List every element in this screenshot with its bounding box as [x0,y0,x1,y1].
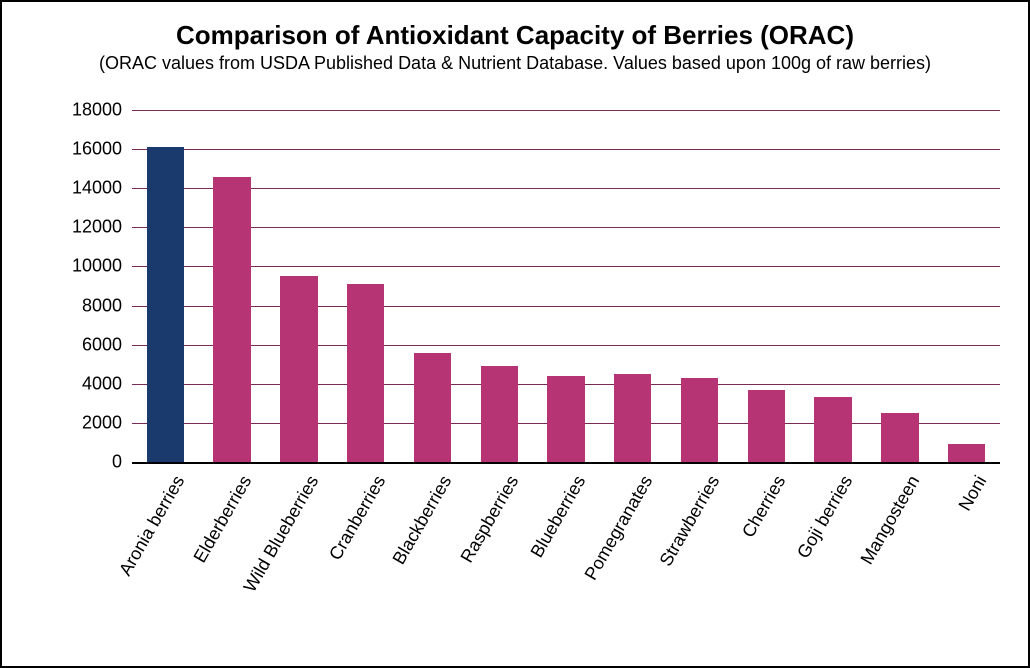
bar [280,276,317,462]
y-tick-label: 12000 [2,217,122,238]
y-tick-label: 14000 [2,178,122,199]
x-axis-baseline [132,462,1000,464]
y-tick-label: 4000 [2,373,122,394]
bar [948,444,985,462]
bar [614,374,651,462]
plot-area [132,110,1000,462]
bar [147,147,184,462]
y-tick-label: 18000 [2,100,122,121]
bar [748,390,785,462]
bar [547,376,584,462]
bar [881,413,918,462]
bar [347,284,384,462]
chart-frame: Comparison of Antioxidant Capacity of Be… [0,0,1030,668]
bar [414,353,451,463]
chart-title: Comparison of Antioxidant Capacity of Be… [2,20,1028,51]
y-tick-label: 16000 [2,139,122,160]
y-tick-label: 2000 [2,412,122,433]
y-tick-label: 0 [2,452,122,473]
bar [213,177,250,463]
bar [481,366,518,462]
bars-layer [132,110,1000,462]
bar [681,378,718,462]
y-tick-label: 6000 [2,334,122,355]
title-block: Comparison of Antioxidant Capacity of Be… [2,2,1028,74]
y-tick-label: 8000 [2,295,122,316]
bar [814,397,851,462]
chart-subtitle: (ORAC values from USDA Published Data & … [2,53,1028,74]
y-tick-label: 10000 [2,256,122,277]
